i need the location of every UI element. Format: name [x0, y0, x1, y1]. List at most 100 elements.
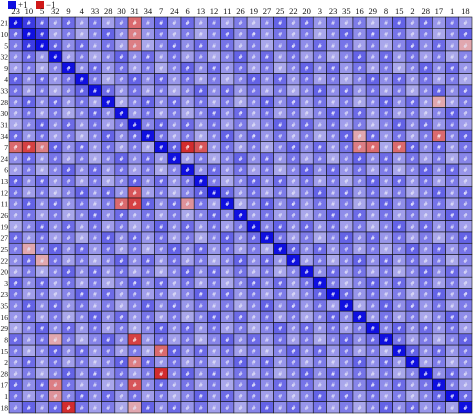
cell-marker-6-0: #: [14, 88, 18, 95]
cell-marker-30-5: #: [80, 360, 84, 367]
cell-marker-34-6: #: [93, 405, 97, 412]
cell-marker-6-12: #: [173, 88, 177, 95]
cell-marker-27-7: #: [106, 326, 110, 333]
cell-marker-23-21: #: [292, 280, 296, 287]
cell-marker-30-28: #: [384, 360, 388, 367]
cell-marker-19-28: #: [384, 235, 388, 242]
cell-marker-5-28: #: [384, 77, 388, 84]
cell-marker-24-4: #: [67, 292, 71, 299]
cell-marker-13-16: #: [225, 167, 229, 174]
cell-marker-24-0: #: [14, 292, 18, 299]
cell-marker-18-1: #: [27, 224, 31, 231]
cell-marker-8-23: #: [318, 111, 322, 118]
cell-marker-5-33: #: [450, 77, 454, 84]
cell-marker-23-32: #: [437, 280, 441, 287]
cell-marker-12-20: #: [278, 156, 282, 163]
cell-marker-3-8: #: [120, 54, 124, 61]
cell-marker-4-23: #: [318, 65, 322, 72]
row-label-30: 2: [4, 358, 8, 367]
cell-marker-32-34: #: [464, 382, 468, 389]
cell-marker-8-6: #: [93, 111, 97, 118]
cell-marker-8-7: #: [106, 111, 110, 118]
cell-marker-5-23: #: [318, 77, 322, 84]
cell-marker-8-5: #: [80, 111, 84, 118]
cell-marker-19-22: #: [305, 235, 309, 242]
cell-marker-25-24: #: [331, 303, 335, 310]
cell-marker-0-11: #: [159, 20, 163, 27]
cell-marker-9-14: #: [199, 122, 203, 129]
cell-marker-31-28: #: [384, 371, 388, 378]
row-label-28: 8: [4, 335, 8, 344]
cell-marker-9-7: #: [106, 122, 110, 129]
cell-marker-8-25: #: [345, 111, 349, 118]
cell-marker-17-2: #: [40, 213, 44, 220]
cell-marker-34-5: #: [80, 405, 84, 412]
row-label-26: 16: [1, 313, 9, 322]
cell-marker-17-5: #: [80, 213, 84, 220]
cell-marker-22-3: #: [53, 269, 57, 276]
cell-marker-18-28: #: [384, 224, 388, 231]
row-label-32: 17: [1, 381, 9, 390]
cell-marker-32-20: #: [278, 382, 282, 389]
cell-marker-22-7: #: [106, 269, 110, 276]
cell-marker-0-19: #: [265, 20, 269, 27]
cell-marker-6-5: #: [80, 88, 84, 95]
cell-marker-32-6: #: [93, 382, 97, 389]
cell-marker-20-7: #: [106, 246, 110, 253]
cell-marker-16-13: #: [186, 201, 190, 208]
col-label-12: 24: [170, 6, 179, 16]
cell-marker-32-7: #: [106, 382, 110, 389]
cell-marker-17-0: #: [14, 213, 18, 220]
cell-marker-33-3: #: [53, 394, 57, 401]
cell-marker-28-30: #: [411, 337, 415, 344]
cell-marker-28-27: #: [371, 337, 375, 344]
row-label-25: 35: [1, 302, 9, 311]
cell-marker-13-10: #: [146, 167, 150, 174]
cell-marker-8-17: #: [239, 111, 243, 118]
cell-marker-29-33: #: [450, 348, 454, 355]
row-label-34: 18: [1, 403, 9, 412]
cell-marker-7-0: #: [14, 99, 18, 106]
cell-marker-0-8: #: [120, 20, 124, 27]
cell-marker-16-7: #: [106, 201, 110, 208]
cell-marker-29-24: #: [331, 348, 335, 355]
cell-marker-3-23: #: [318, 54, 322, 61]
cell-marker-11-1: #: [27, 145, 31, 152]
cell-marker-2-24: #: [331, 43, 335, 50]
cell-marker-17-15: #: [212, 213, 216, 220]
cell-marker-6-21: #: [292, 88, 296, 95]
cell-marker-14-12: #: [173, 179, 177, 186]
cell-marker-6-14: #: [199, 88, 203, 95]
cell-marker-8-33: #: [450, 111, 454, 118]
cell-marker-20-20: #: [278, 246, 282, 253]
cell-marker-32-9: #: [133, 382, 137, 389]
cell-marker-29-18: #: [252, 348, 256, 355]
cell-marker-12-18: #: [252, 156, 256, 163]
cell-marker-1-31: #: [424, 31, 428, 38]
cell-marker-2-9: #: [133, 43, 137, 50]
cell-marker-31-29: #: [397, 371, 401, 378]
cell-marker-21-7: #: [106, 258, 110, 265]
cell-marker-34-16: #: [225, 405, 229, 412]
cell-marker-13-33: #: [450, 167, 454, 174]
cell-marker-34-11: #: [159, 405, 163, 412]
cell-marker-8-24: #: [331, 111, 335, 118]
cell-marker-11-28: #: [384, 145, 388, 152]
cell-marker-9-10: #: [146, 122, 150, 129]
cell-marker-15-34: #: [464, 190, 468, 197]
cell-marker-13-3: #: [53, 167, 57, 174]
cell-marker-3-32: #: [437, 54, 441, 61]
cell-marker-5-34: #: [464, 77, 468, 84]
cell-marker-9-26: #: [358, 122, 362, 129]
cell-marker-31-27: #: [371, 371, 375, 378]
cell-marker-9-13: #: [186, 122, 190, 129]
cell-marker-20-24: #: [331, 246, 335, 253]
cell-marker-33-34: #: [464, 394, 468, 401]
row-label-22: 20: [1, 268, 9, 277]
cell-marker-0-24: #: [331, 20, 335, 27]
cell-marker-10-12: #: [173, 133, 177, 140]
cell-marker-7-4: #: [67, 99, 71, 106]
cell-marker-24-25: #: [345, 292, 349, 299]
cell-marker-8-3: #: [53, 111, 57, 118]
cell-marker-2-17: #: [239, 43, 243, 50]
